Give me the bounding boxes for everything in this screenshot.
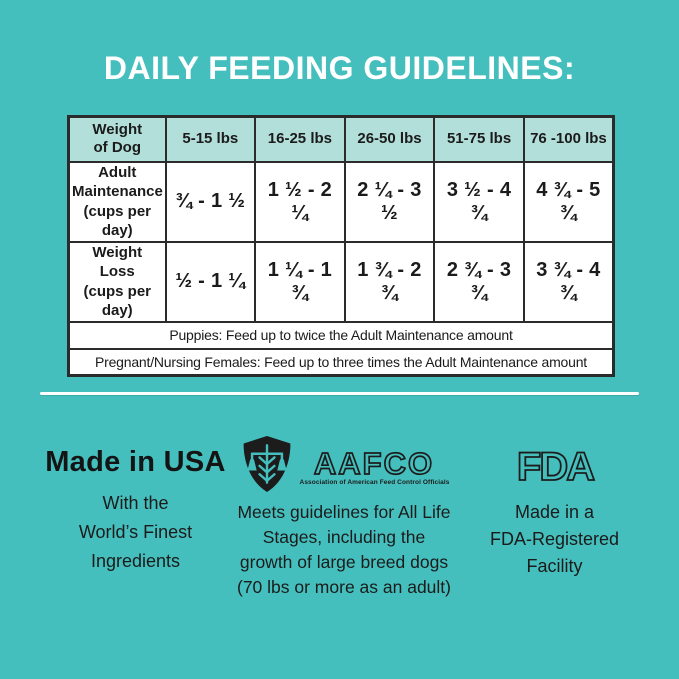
fda-statement: Made in a FDA-Registered Facility <box>489 502 620 576</box>
aafco-wordmark: AAFCO <box>314 446 434 481</box>
table-row-adult-maintenance: Adult Maintenance (cups per day) ¾ - 1 ½… <box>67 160 615 243</box>
col-header-weight-of-dog: Weight of Dog <box>67 115 167 163</box>
cell-value: 1 ¼ - 1 ¾ <box>254 240 346 323</box>
note-text-puppies: Puppies: Feed up to twice the Adult Main… <box>67 320 615 350</box>
page-title: DAILY FEEDING GUIDELINES: <box>103 50 576 86</box>
cell-value: ¾ - 1 ½ <box>164 160 257 243</box>
fda-wordmark: FDA <box>516 445 593 489</box>
cell-value: 1 ¾ - 2 ¾ <box>343 240 436 323</box>
aafco-block: AAFCO Association of American Feed Contr… <box>210 434 478 600</box>
cell-value: 2 ¾ - 3 ¾ <box>433 240 525 323</box>
cell-value: 2 ¼ - 3 ½ <box>343 160 436 243</box>
table-row-weight-loss: Weight Loss (cups per day) ½ - 1 ¼ 1 ¼ -… <box>67 240 615 323</box>
aafco-wordmark-group: AAFCO Association of American Feed Contr… <box>300 446 450 486</box>
table-header-row: Weight of Dog 5-15 lbs 16-25 lbs 26-50 l… <box>67 115 615 163</box>
table-note-pregnant: Pregnant/Nursing Females: Feed up to thr… <box>67 347 615 377</box>
made-in-usa-block: Made in USA With the World’s Finest Ingr… <box>33 446 238 576</box>
fda-block: FDA Made in a FDA-Registered Facility <box>462 444 647 580</box>
cell-value: 1 ½ - 2 ¼ <box>254 160 346 243</box>
col-header-26-50: 26-50 lbs <box>343 115 436 163</box>
made-in-usa-subtitle: With the World’s Finest Ingredients <box>78 493 193 571</box>
aafco-logo: AAFCO Association of American Feed Contr… <box>210 434 478 499</box>
col-header-51-75: 51-75 lbs <box>433 115 525 163</box>
col-header-76-100: 76 -100 lbs <box>522 115 615 163</box>
row-label-adult-maintenance: Adult Maintenance (cups per day) <box>67 160 167 243</box>
cell-value: 3 ½ - 4 ¾ <box>433 160 525 243</box>
row-label-weight-loss: Weight Loss (cups per day) <box>67 240 167 323</box>
feeding-guidelines-table: Weight of Dog 5-15 lbs 16-25 lbs 26-50 l… <box>67 115 615 377</box>
col-header-16-25: 16-25 lbs <box>254 115 346 163</box>
note-text-pregnant: Pregnant/Nursing Females: Feed up to thr… <box>67 347 615 377</box>
aafco-statement: Meets guidelines for All Life Stages, in… <box>237 502 451 597</box>
divider <box>40 392 639 395</box>
table-note-puppies: Puppies: Feed up to twice the Adult Main… <box>67 320 615 350</box>
cell-value: 4 ¾ - 5 ¾ <box>522 160 615 243</box>
fda-logo: FDA <box>505 444 605 494</box>
aafco-shield-icon <box>239 434 295 499</box>
col-header-5-15: 5-15 lbs <box>164 115 257 163</box>
aafco-tagline: Association of American Feed Control Off… <box>299 479 450 486</box>
cell-value: 3 ¾ - 4 ¾ <box>522 240 615 323</box>
made-in-usa-title: Made in USA <box>45 446 226 478</box>
cell-value: ½ - 1 ¼ <box>164 240 257 323</box>
